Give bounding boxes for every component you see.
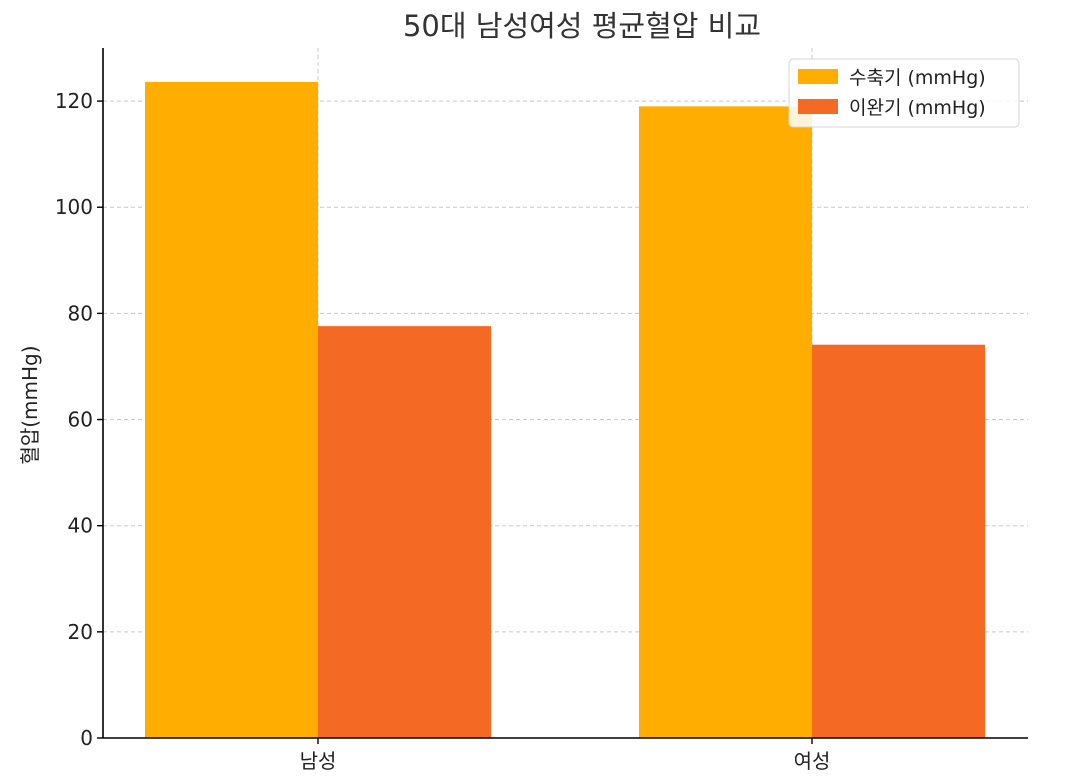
bar-systolic-1 — [639, 106, 812, 738]
legend-swatch-0 — [798, 69, 838, 84]
y-tick-label-0: 0 — [80, 726, 93, 750]
bar-diastolic-0 — [318, 326, 491, 738]
x-tick-label-1: 여성 — [794, 749, 831, 773]
y-axis-ticks: 0 20 40 60 80 100 120 — [55, 89, 103, 750]
y-tick-label-3: 60 — [68, 408, 93, 432]
x-axis-ticks: 남성 여성 — [300, 738, 831, 773]
x-tick-label-0: 남성 — [300, 749, 337, 773]
legend: 수축기 (mmHg) 이완기 (mmHg) — [788, 58, 1020, 128]
y-axis-label: 혈압(mmHg) — [18, 345, 42, 464]
legend-label-1: 이완기 (mmHg) — [849, 97, 986, 119]
legend-swatch-1 — [798, 99, 838, 114]
y-tick-label-4: 80 — [68, 301, 93, 325]
bars-group — [145, 81, 985, 738]
y-tick-label-5: 100 — [55, 195, 93, 219]
legend-box — [788, 58, 1020, 128]
bar-diastolic-1 — [812, 344, 985, 738]
y-tick-label-1: 20 — [68, 620, 93, 644]
chart-title: 50대 남성여성 평균혈압 비교 — [403, 9, 761, 43]
y-tick-label-6: 120 — [55, 89, 93, 113]
y-tick-label-2: 40 — [68, 514, 93, 538]
bar-systolic-0 — [145, 81, 318, 738]
legend-label-0: 수축기 (mmHg) — [849, 67, 986, 89]
